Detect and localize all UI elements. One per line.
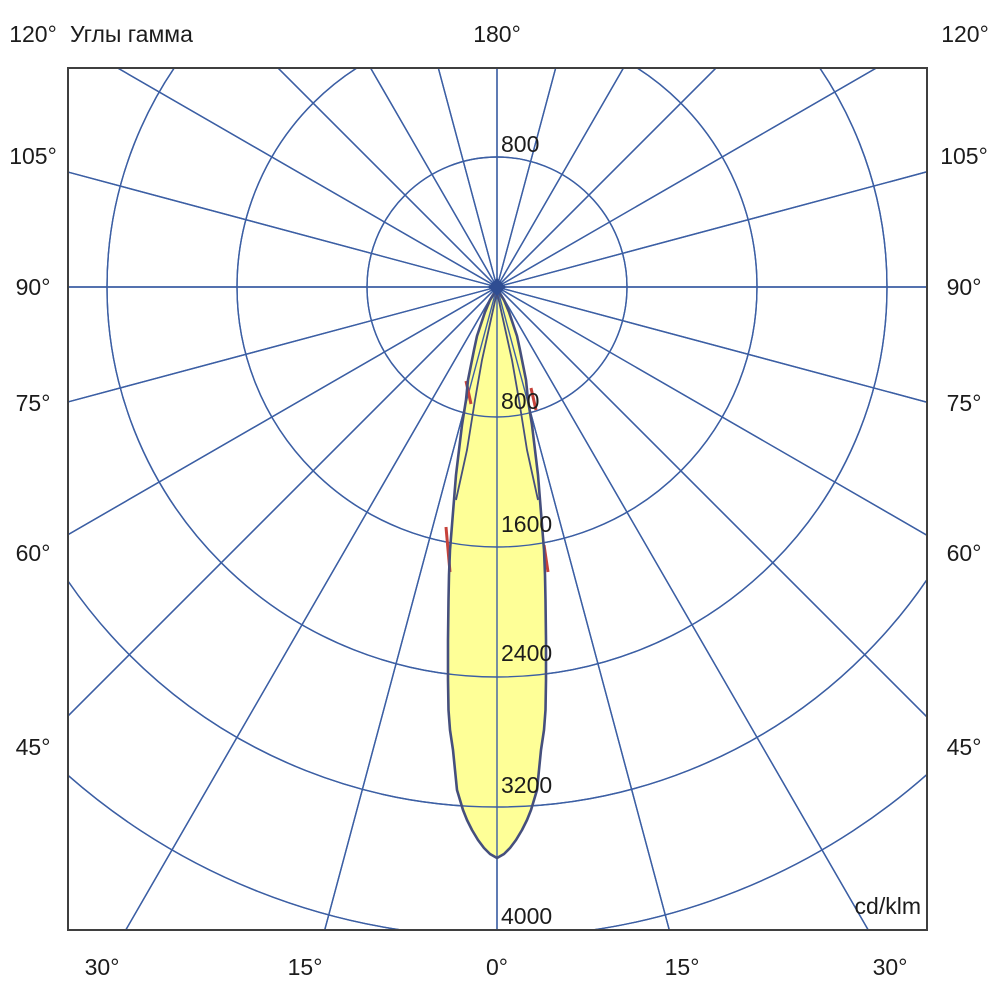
angle-label-left-60: 60°: [16, 540, 51, 566]
radial-tick-4000: 4000: [501, 903, 552, 929]
angle-label-bottom-15-right: 15°: [665, 954, 700, 980]
angle-label-left-45: 45°: [16, 734, 51, 760]
angle-label-top-right-120: 120°: [941, 21, 989, 47]
radial-tick-800-top: 800: [501, 131, 539, 157]
angle-label-right-75: 75°: [947, 390, 982, 416]
radial-tick-2400: 2400: [501, 640, 552, 666]
units-label: cd/klm: [855, 893, 921, 919]
angle-label-right-90: 90°: [947, 274, 982, 300]
radial-tick-1600: 1600: [501, 511, 552, 537]
angle-label-left-90: 90°: [16, 274, 51, 300]
secondary-plane-curve: [455, 291, 539, 501]
center-marker-diamond: [488, 278, 506, 296]
beam-lobe-outline: [446, 287, 548, 860]
radial-tick-800: 800: [501, 388, 539, 414]
angle-label-right-60: 60°: [947, 540, 982, 566]
angle-label-right-45: 45°: [947, 734, 982, 760]
angle-label-top-180: 180°: [473, 21, 521, 47]
plot-frame: [67, 67, 928, 931]
angle-label-left-75: 75°: [16, 390, 51, 416]
radial-tick-3200: 3200: [501, 772, 552, 798]
angle-label-left-105: 105°: [9, 143, 57, 169]
angle-label-bottom-30-left: 30°: [85, 954, 120, 980]
angle-label-top-left-120: 120°: [9, 21, 57, 47]
angle-label-bottom-30-right: 30°: [873, 954, 908, 980]
chart-title: Углы гамма: [70, 21, 193, 47]
angle-label-right-105: 105°: [940, 143, 988, 169]
angle-label-bottom-15-left: 15°: [288, 954, 323, 980]
angle-label-bottom-0: 0°: [486, 954, 508, 980]
